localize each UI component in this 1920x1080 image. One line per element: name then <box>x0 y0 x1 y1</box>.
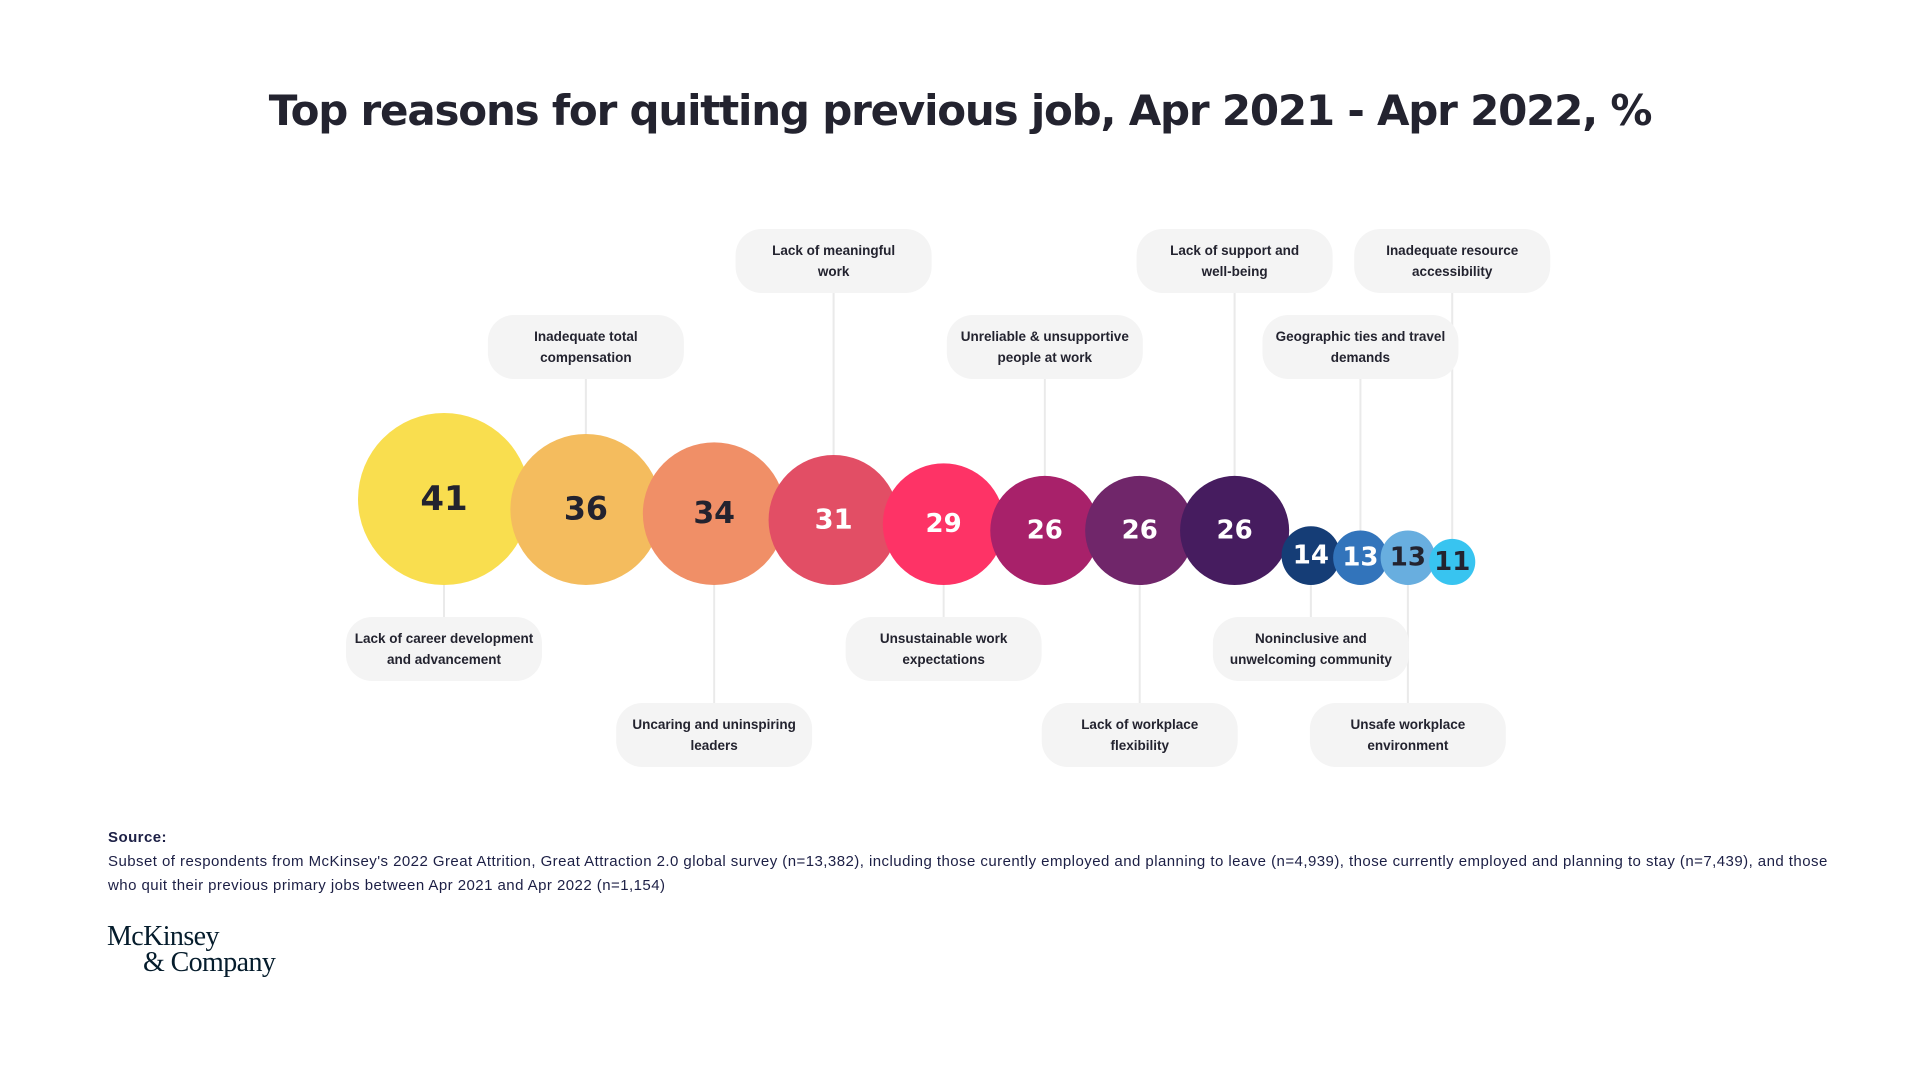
bubble <box>1429 538 1476 585</box>
logo-line-2: & Company <box>143 947 276 978</box>
label-box <box>1136 229 1333 293</box>
bubble <box>990 475 1100 585</box>
mckinsey-logo: McKinsey & Company <box>107 921 276 978</box>
value-label: 26 <box>1122 515 1158 545</box>
bubble <box>1085 475 1195 585</box>
bubble <box>1180 475 1290 585</box>
bubble <box>642 442 786 585</box>
reason-label: Unsustainable work <box>880 631 1008 646</box>
label-layer: Lack of career development and advancemen… <box>346 229 1551 767</box>
label-box <box>616 703 813 767</box>
label-box <box>346 617 542 681</box>
value-label: 36 <box>564 491 608 527</box>
reason-label: and advancement <box>387 652 502 667</box>
value-label: 13 <box>1390 543 1426 573</box>
value-label: 29 <box>926 509 962 539</box>
label-box <box>1212 617 1409 681</box>
source-heading: Source: <box>108 829 167 846</box>
bubble <box>1333 530 1388 585</box>
label-box <box>1354 229 1551 293</box>
bubble <box>768 454 899 585</box>
value-label: 26 <box>1217 515 1253 545</box>
reason-label: work <box>817 264 850 279</box>
reason-label: flexibility <box>1110 738 1169 753</box>
reason-label: people at work <box>998 350 1093 365</box>
label-box <box>946 315 1143 379</box>
reason-label: Lack of support and <box>1170 243 1299 258</box>
chart-title: Top reasons for quitting previous job, A… <box>268 86 1653 135</box>
reason-label: Noninclusive and <box>1255 631 1367 646</box>
label-box <box>735 229 932 293</box>
reason-label: Unsafe workplace <box>1350 717 1465 732</box>
source-text: Subset of respondents from McKinsey's 20… <box>108 853 1828 894</box>
source-note: Source: Subset of respondents from McKin… <box>108 826 1828 898</box>
reason-label: Inadequate total <box>534 329 638 344</box>
reason-label: Inadequate resource <box>1386 243 1519 258</box>
bubble <box>1380 530 1436 585</box>
reason-label: demands <box>1331 350 1390 365</box>
value-label: 11 <box>1434 547 1470 577</box>
reason-label: Geographic ties and travel <box>1276 329 1446 344</box>
bubble <box>358 413 530 585</box>
reason-label: accessibility <box>1412 264 1493 279</box>
value-label: 26 <box>1027 515 1063 545</box>
value-label: 41 <box>420 479 467 519</box>
bubble <box>882 463 1005 585</box>
reason-label: Unreliable & unsupportive <box>961 329 1130 344</box>
reason-label: environment <box>1367 738 1449 753</box>
value-label: 31 <box>815 504 853 535</box>
value-label: 14 <box>1293 541 1329 571</box>
reason-label: Lack of meaningful <box>772 243 895 258</box>
reason-label: compensation <box>540 350 632 365</box>
value-label: 34 <box>693 496 735 531</box>
label-box <box>1041 703 1238 767</box>
logo-line-1: McKinsey <box>107 921 219 952</box>
bubble <box>1281 526 1341 585</box>
reason-label: Uncaring and uninspiring <box>632 717 796 732</box>
reason-label: Lack of career development <box>355 631 534 646</box>
reason-label: Lack of workplace <box>1081 717 1199 732</box>
label-box <box>487 315 684 379</box>
value-label: 13 <box>1342 543 1378 573</box>
reason-label: expectations <box>902 652 985 667</box>
label-box <box>845 617 1042 681</box>
bubble-layer: 41 36 34 31 29 26 26 26 14 13 13 11 <box>358 413 1476 585</box>
label-box <box>1309 703 1506 767</box>
reason-label: leaders <box>691 738 738 753</box>
bubble <box>510 433 662 585</box>
reason-label: unwelcoming community <box>1230 652 1393 667</box>
label-box <box>1262 315 1459 379</box>
reason-label: well-being <box>1201 264 1268 279</box>
